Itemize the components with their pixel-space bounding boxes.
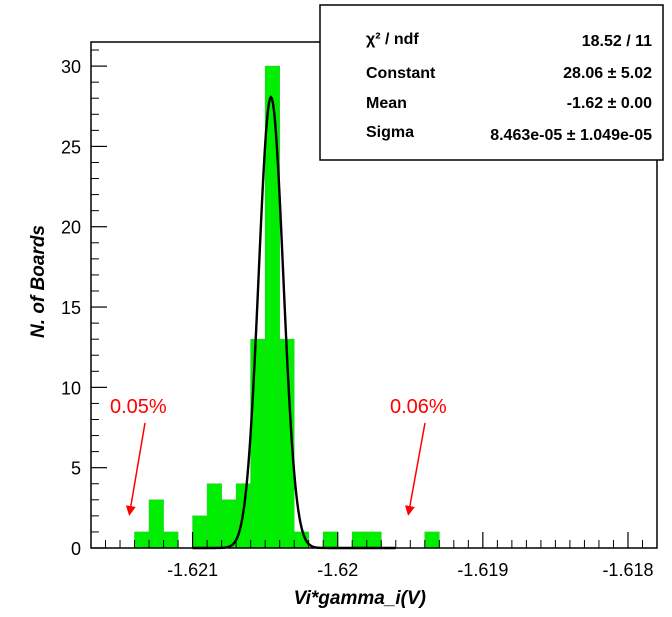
fit-curve-layer	[192, 95, 396, 550]
annotation-left-label: 0.05%	[110, 396, 167, 418]
stats-constant-label: Constant	[366, 65, 436, 82]
x-axis-title: Vi*gamma_i(V)	[294, 588, 426, 609]
stats-chi2-label: χ² / ndf	[366, 31, 419, 48]
stats-mean-label: Mean	[366, 95, 407, 112]
stats-constant-value: 28.06 ± 5.02	[563, 65, 652, 82]
annotation-right-label: 0.06%	[390, 396, 447, 418]
gaussian-fit-curve	[192, 95, 396, 550]
histogram-bar-0	[134, 531, 150, 549]
histogram-bar-1	[148, 499, 164, 549]
stats-sigma-label: Sigma	[366, 124, 414, 141]
y-axis-title: N. of Boards	[28, 225, 49, 338]
annotations: 0.05% 0.06%	[110, 396, 447, 516]
fit-statistics-box: χ² / ndf 18.52 / 11 Constant 28.06 ± 5.0…	[319, 4, 664, 161]
y-tick-label: 10	[61, 378, 81, 398]
x-tick-label: -1.619	[457, 560, 508, 580]
stats-sigma-value: 8.463e-05 ± 1.049e-05	[490, 127, 652, 144]
histogram-bar-20	[424, 531, 440, 549]
x-tick-label: -1.618	[602, 560, 653, 580]
y-tick-label: 30	[61, 57, 81, 77]
y-tick-label: 15	[61, 298, 81, 318]
histogram-bar-2	[163, 531, 179, 549]
stats-chi2-value: 18.52 / 11	[582, 33, 652, 50]
y-tick-label: 25	[61, 137, 81, 157]
y-tick-label: 5	[71, 459, 81, 479]
y-tick-label: 20	[61, 218, 81, 238]
annotation-right-arrow	[404, 422, 426, 516]
histogram-bar-16	[366, 531, 382, 549]
histogram-bar-8	[250, 338, 266, 549]
y-tick-label: 0	[71, 539, 81, 559]
axis-tick-labels: -1.621 -1.62 -1.619 -1.618 0 5 10 15 20 25 30	[61, 57, 654, 580]
histogram-bar-6	[221, 499, 237, 549]
stats-mean-value: -1.62 ± 0.00	[567, 95, 652, 112]
axis-ticks	[90, 49, 658, 549]
histogram-bar-15	[351, 531, 368, 549]
histogram-bar-5	[206, 483, 222, 549]
x-tick-label: -1.62	[317, 560, 358, 580]
histogram-bar-13	[322, 531, 339, 549]
histogram-bar-4	[192, 515, 208, 549]
annotation-left-arrow	[125, 422, 146, 516]
stats-box-frame	[319, 4, 664, 161]
x-tick-label: -1.621	[167, 560, 218, 580]
